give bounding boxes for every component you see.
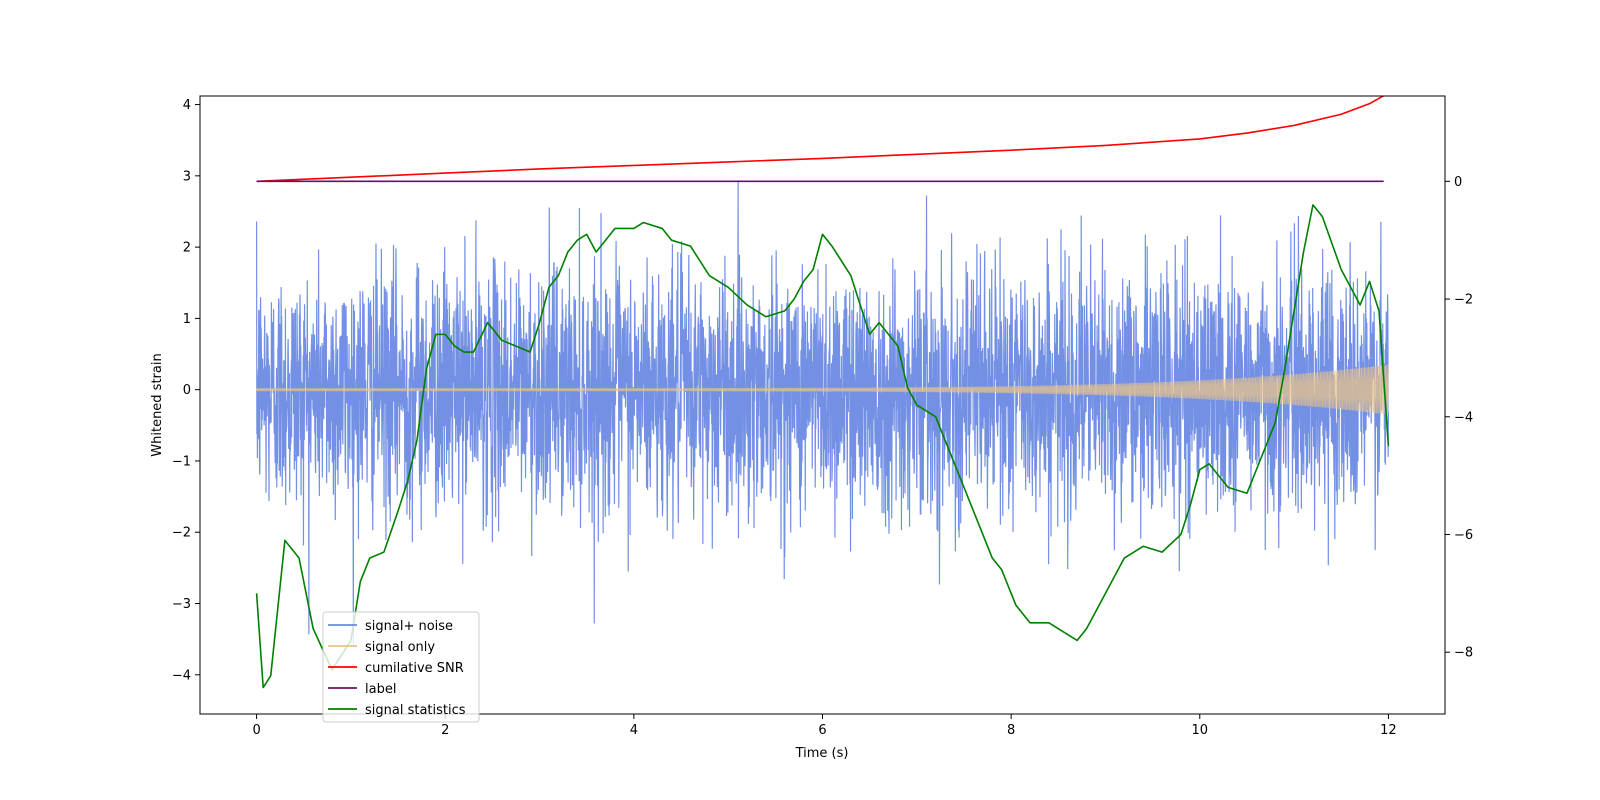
legend-entry: signal statistics [365,703,466,718]
y-tick-label: −4 [172,668,191,683]
y-tick-label: 3 [183,169,191,184]
y-tick-label: 0 [183,383,191,398]
legend: signal+ noise signal only cumilative SNR la… [322,611,480,723]
x-tick-label: 0 [252,723,260,738]
x-tick-label: 8 [1007,723,1015,738]
legend-entry: signal+ noise [365,619,453,634]
series-signal-statistics-line [255,204,1390,689]
y-tick-label: −1 [172,454,191,469]
legend-box [322,611,480,723]
y-tick-label: 2 [183,241,191,256]
y-right-tick-label: 0 [1454,175,1462,190]
series-layer [255,96,1390,689]
series-signal-only-line [256,364,1389,415]
y-right-tick-label: −2 [1454,293,1473,308]
x-tick-label: 2 [441,723,449,738]
x-tick-label: 4 [630,723,638,738]
y-tick-label: −2 [172,526,191,541]
y-axis-label: Whitened strain [150,353,165,456]
x-axis-label: Time (s) [795,746,849,761]
series-cumilative-snr-line [256,96,1385,183]
x-tick-label: 10 [1191,723,1208,738]
y-tick-label: 4 [183,98,191,113]
y-right-tick-label: −6 [1454,528,1473,543]
y-tick-label: 1 [183,312,191,327]
y-tick-label: −3 [172,597,191,612]
legend-entry: signal only [365,640,435,655]
x-tick-label: 6 [818,723,826,738]
x-tick-label: 12 [1380,723,1397,738]
y-right-tick-label: −4 [1454,410,1473,425]
y-right-tick-label: −8 [1454,646,1473,661]
legend-entry: cumilative SNR [365,661,464,676]
legend-entry: label [365,682,396,697]
